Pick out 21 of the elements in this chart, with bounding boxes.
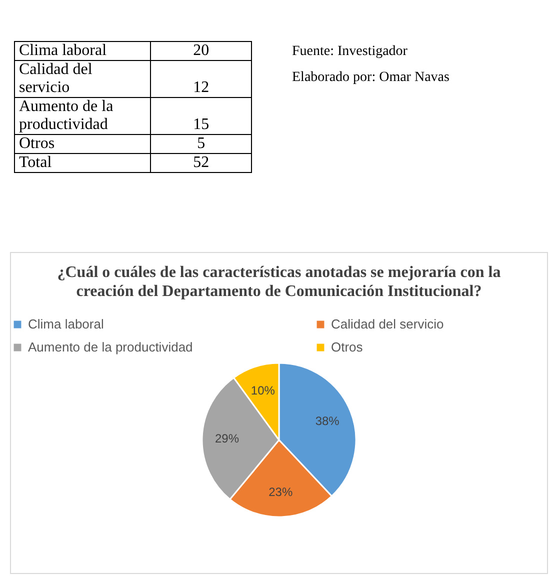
text: Elaborado por: Omar Navas xyxy=(292,70,450,86)
text: 5 xyxy=(150,134,252,154)
text: 12 xyxy=(150,60,252,98)
text: 20 xyxy=(150,42,252,60)
legend-label: Clima laboral xyxy=(28,316,104,332)
data-label: 38% xyxy=(315,414,340,428)
legend-label: Aumento de la productividad xyxy=(28,340,193,354)
data-label: 29% xyxy=(215,431,240,446)
legend-label: Otros xyxy=(331,340,364,354)
category-label: Aumento de la productividad xyxy=(19,98,114,133)
chart-title: ¿Cuál o cuáles de las características anotadas se mejoraría con la creación del Departamento de Comunicación Institucional? xyxy=(56,263,502,301)
source-note: Fuente: Investigador xyxy=(292,44,408,60)
data-label: 23% xyxy=(268,484,293,499)
category-label: Otros xyxy=(19,135,55,152)
data-label: 10% xyxy=(250,384,276,398)
legend-label: Calidad del servicio xyxy=(331,316,444,332)
category-label: Calidad del servicio xyxy=(19,61,92,96)
text: Total xyxy=(14,154,151,172)
text: 15 xyxy=(150,98,252,134)
category-label: Clima laboral xyxy=(19,42,107,59)
text: 52 xyxy=(150,154,252,172)
